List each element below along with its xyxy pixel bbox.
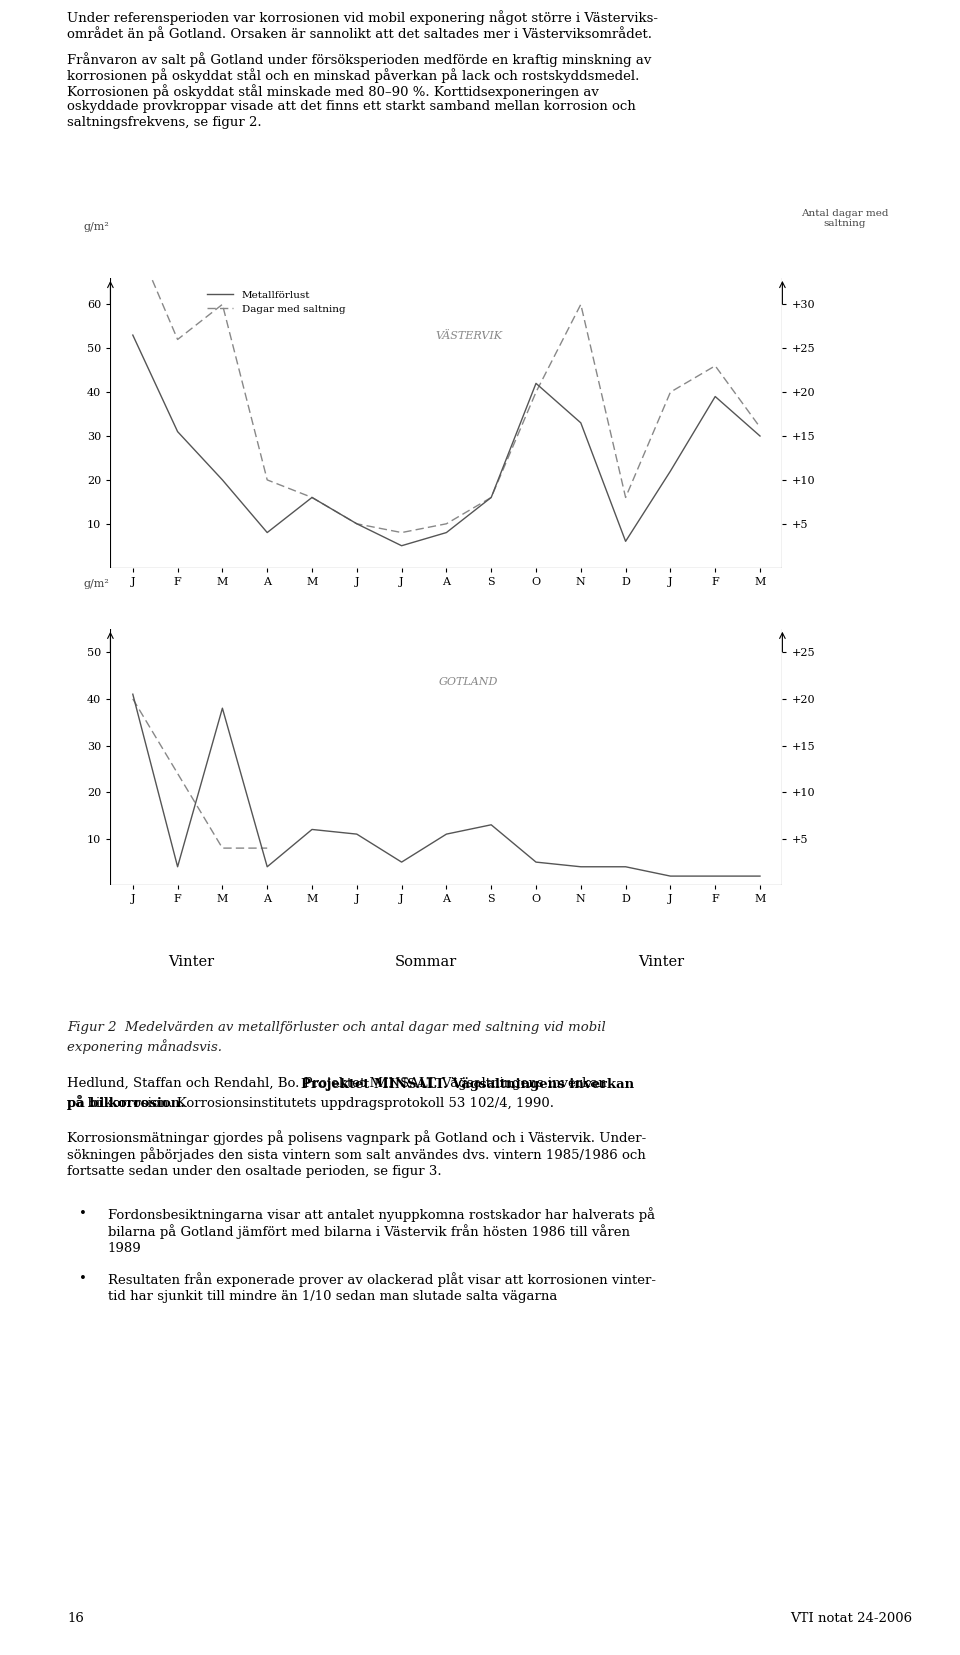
Text: området än på Gotland. Orsaken är sannolikt att det saltades mer i Västerviksomr: området än på Gotland. Orsaken är sannol… bbox=[67, 26, 652, 41]
Text: på bilkorrosion. Korrosionsinstitutets uppdragsprotokoll 53 102/4, 1990.: på bilkorrosion. Korrosionsinstitutets u… bbox=[67, 1094, 554, 1109]
Text: på bilkorrosion.: på bilkorrosion. bbox=[67, 1094, 185, 1109]
Text: Korrosionsmätningar gjordes på polisens vagnpark på Gotland och i Västervik. Und: Korrosionsmätningar gjordes på polisens … bbox=[67, 1130, 646, 1145]
Text: oskyddade provkroppar visade att det finns ett starkt samband mellan korrosion o: oskyddade provkroppar visade att det fin… bbox=[67, 99, 636, 113]
Text: Figur 2  Medelvärden av metallförluster och antal dagar med saltning vid mobil: Figur 2 Medelvärden av metallförluster o… bbox=[67, 1021, 606, 1034]
Text: VÄSTERVIK: VÄSTERVIK bbox=[435, 331, 502, 341]
Text: Vinter: Vinter bbox=[168, 955, 214, 968]
Text: Frånvaron av salt på Gotland under försöksperioden medförde en kraftig minskning: Frånvaron av salt på Gotland under försö… bbox=[67, 51, 652, 66]
Text: korrosionen på oskyddat stål och en minskad påverkan på lack och rostskyddsmedel: korrosionen på oskyddat stål och en mins… bbox=[67, 68, 639, 83]
Text: bilarna på Gotland jämfört med bilarna i Västervik från hösten 1986 till våren: bilarna på Gotland jämfört med bilarna i… bbox=[108, 1225, 630, 1240]
Text: 1989: 1989 bbox=[108, 1241, 141, 1254]
Text: 16: 16 bbox=[67, 1612, 84, 1625]
Text: Antal dagar med
saltning: Antal dagar med saltning bbox=[801, 209, 889, 228]
Text: •: • bbox=[79, 1206, 86, 1220]
Text: saltningsfrekvens, se figur 2.: saltningsfrekvens, se figur 2. bbox=[67, 116, 262, 129]
Text: sökningen påbörjades den sista vintern som salt användes dvs. vintern 1985/1986 : sökningen påbörjades den sista vintern s… bbox=[67, 1147, 646, 1162]
Text: Projektet MINSALT. Vägsaltningens inverkan: Projektet MINSALT. Vägsaltningens inverk… bbox=[301, 1077, 635, 1091]
Text: Hedlund, Staffan och Rendahl, Bo. Projektet MINSALT. Vägsaltningens inverkan: Hedlund, Staffan och Rendahl, Bo. Projek… bbox=[67, 1077, 607, 1091]
Text: GOTLAND: GOTLAND bbox=[439, 677, 498, 687]
Text: Fordonsbesiktningarna visar att antalet nyuppkomna rostskador har halverats på: Fordonsbesiktningarna visar att antalet … bbox=[108, 1206, 655, 1221]
Text: Resultaten från exponerade prover av olackerad plåt visar att korrosionen vinter: Resultaten från exponerade prover av ola… bbox=[108, 1273, 656, 1288]
Text: Vinter: Vinter bbox=[638, 955, 684, 968]
Text: •: • bbox=[79, 1273, 86, 1286]
Text: Korrosionen på oskyddat stål minskade med 80–90 %. Korttidsexponeringen av: Korrosionen på oskyddat stål minskade me… bbox=[67, 84, 599, 99]
Text: g/m²: g/m² bbox=[84, 579, 108, 589]
Text: exponering månadsvis.: exponering månadsvis. bbox=[67, 1039, 222, 1054]
Text: VTI notat 24-2006: VTI notat 24-2006 bbox=[790, 1612, 912, 1625]
Text: Under referensperioden var korrosionen vid mobil exponering något större i Väste: Under referensperioden var korrosionen v… bbox=[67, 10, 659, 25]
Text: fortsatte sedan under den osaltade perioden, se figur 3.: fortsatte sedan under den osaltade perio… bbox=[67, 1165, 442, 1178]
Legend: Metallförlust, Dagar med saltning: Metallförlust, Dagar med saltning bbox=[203, 286, 349, 318]
Text: tid har sjunkit till mindre än 1/10 sedan man slutade salta vägarna: tid har sjunkit till mindre än 1/10 seda… bbox=[108, 1289, 557, 1302]
Text: g/m²: g/m² bbox=[84, 222, 108, 232]
Text: Sommar: Sommar bbox=[396, 955, 457, 968]
